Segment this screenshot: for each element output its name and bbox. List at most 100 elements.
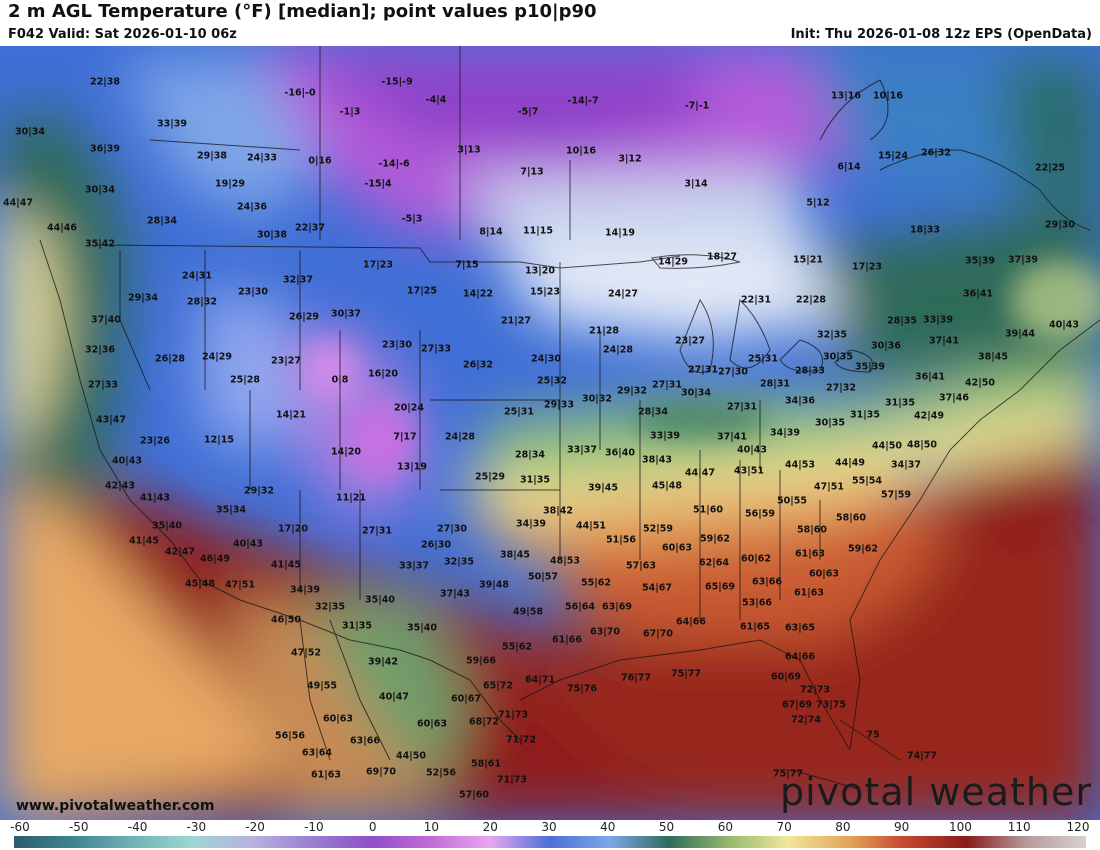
- point-value: 28|34: [638, 406, 668, 418]
- point-value: 38|45: [978, 351, 1008, 363]
- point-value: 17|20: [278, 523, 308, 535]
- point-value: 49|58: [513, 606, 543, 618]
- point-value: 57|60: [459, 789, 489, 801]
- point-value: 14|19: [605, 227, 635, 239]
- point-value: 14|20: [331, 446, 361, 458]
- point-value: 64|66: [785, 651, 815, 663]
- point-value: 30|35: [815, 417, 845, 429]
- point-value: 37|46: [939, 392, 969, 404]
- point-value: 57|63: [626, 560, 656, 572]
- point-value: 47|51: [814, 481, 844, 493]
- point-value: 52|59: [643, 523, 673, 535]
- point-value: 47|51: [225, 579, 255, 591]
- point-value: 30|36: [871, 340, 901, 352]
- point-value: 53|66: [742, 597, 772, 609]
- point-value: 10|16: [873, 90, 903, 102]
- point-value: 18|27: [707, 251, 737, 263]
- point-value: 28|31: [760, 378, 790, 390]
- point-value: 58|60: [836, 512, 866, 524]
- point-value: 22|28: [796, 294, 826, 306]
- point-value: 75: [866, 729, 880, 741]
- point-value: 11|15: [523, 225, 553, 237]
- point-value: 35|40: [365, 594, 395, 606]
- point-value: 32|35: [817, 329, 847, 341]
- website-url[interactable]: www.pivotalweather.com: [16, 798, 215, 814]
- point-value: 65|72: [483, 680, 513, 692]
- point-value: 22|38: [90, 76, 120, 88]
- point-value: 72|74: [791, 714, 821, 726]
- colorbar-strip: [14, 836, 1086, 848]
- point-value: 22|31: [741, 294, 771, 306]
- point-value: 0|16: [308, 155, 332, 167]
- point-value: 35|42: [85, 238, 115, 250]
- point-value: 75|77: [773, 768, 803, 780]
- point-value: 24|33: [247, 152, 277, 164]
- point-value: 27|32: [826, 382, 856, 394]
- colorbar: -60 -50 -40 -30 -20 -10 0 10 20 30 40 50 60 70 80 90 100…: [0, 820, 1100, 850]
- colorbar-tick: -30: [186, 820, 207, 834]
- point-value: 60|69: [771, 671, 801, 683]
- point-value: 45|48: [652, 480, 682, 492]
- point-value: 52|56: [426, 767, 456, 779]
- point-value: 7|13: [520, 166, 544, 178]
- point-value: 36|39: [90, 143, 120, 155]
- map-background: [0, 46, 1100, 820]
- point-value: 35|39: [965, 255, 995, 267]
- point-value: 41|45: [129, 535, 159, 547]
- point-value: 38|45: [500, 549, 530, 561]
- point-value: 24|28: [603, 344, 633, 356]
- point-value: 25|31: [748, 353, 778, 365]
- point-value: 12|15: [204, 434, 234, 446]
- point-value: 13|19: [397, 461, 427, 473]
- point-value: 44|50: [872, 440, 902, 452]
- colorbar-tick: 110: [1007, 820, 1031, 834]
- colorbar-tick: 0: [368, 820, 377, 834]
- point-value: 60|62: [741, 553, 771, 565]
- point-value: 38|42: [543, 505, 573, 517]
- point-value: 23|30: [382, 339, 412, 351]
- colorbar-tick: 30: [541, 820, 557, 834]
- point-value: 31|35: [342, 620, 372, 632]
- point-value: 68|72: [469, 716, 499, 728]
- point-value: -14|-7: [567, 95, 599, 107]
- point-value: 26|30: [421, 539, 451, 551]
- point-value: 65|69: [705, 581, 735, 593]
- point-value: 28|35: [887, 315, 917, 327]
- point-value: 37|41: [717, 431, 747, 443]
- point-value: 15|21: [793, 254, 823, 266]
- point-value: 24|29: [202, 351, 232, 363]
- point-value: 58|61: [471, 758, 501, 770]
- point-value: 22|25: [1035, 162, 1065, 174]
- point-value: 27|30: [437, 523, 467, 535]
- point-value: 21|27: [501, 315, 531, 327]
- point-value: 0|8: [331, 374, 349, 386]
- point-value: 74|77: [907, 750, 937, 762]
- point-value: 25|28: [230, 374, 260, 386]
- point-value: 7|17: [393, 431, 417, 443]
- point-value: 30|38: [257, 229, 287, 241]
- point-value: 31|35: [520, 474, 550, 486]
- point-value: 36|41: [963, 288, 993, 300]
- point-value: -4|4: [425, 94, 447, 106]
- point-value: -15|-9: [381, 76, 413, 88]
- point-value: 60|67: [451, 693, 481, 705]
- header: 2 m AGL Temperature (°F) [median]; point…: [0, 0, 1100, 46]
- point-value: 27|31: [362, 525, 392, 537]
- point-value: 31|35: [885, 397, 915, 409]
- point-value: 67|70: [643, 628, 673, 640]
- point-value: 58|60: [797, 524, 827, 536]
- temperature-map[interactable]: 22|38 33|39 30|34 36|39 29|38 24|33 19|29 30|34…: [0, 46, 1100, 820]
- point-value: 44|50: [396, 750, 426, 762]
- point-value: 22|37: [295, 222, 325, 234]
- point-value: 30|34: [15, 126, 45, 138]
- point-value: 28|34: [147, 215, 177, 227]
- point-value: 39|44: [1005, 328, 1035, 340]
- point-value: 16|20: [368, 368, 398, 380]
- point-value: 31|35: [850, 409, 880, 421]
- point-value: -15|4: [364, 178, 392, 190]
- point-value: 56|56: [275, 730, 305, 742]
- point-value: 33|37: [399, 560, 429, 572]
- point-value: 14|22: [463, 288, 493, 300]
- point-value: 23|26: [140, 435, 170, 447]
- point-value: 59|62: [848, 543, 878, 555]
